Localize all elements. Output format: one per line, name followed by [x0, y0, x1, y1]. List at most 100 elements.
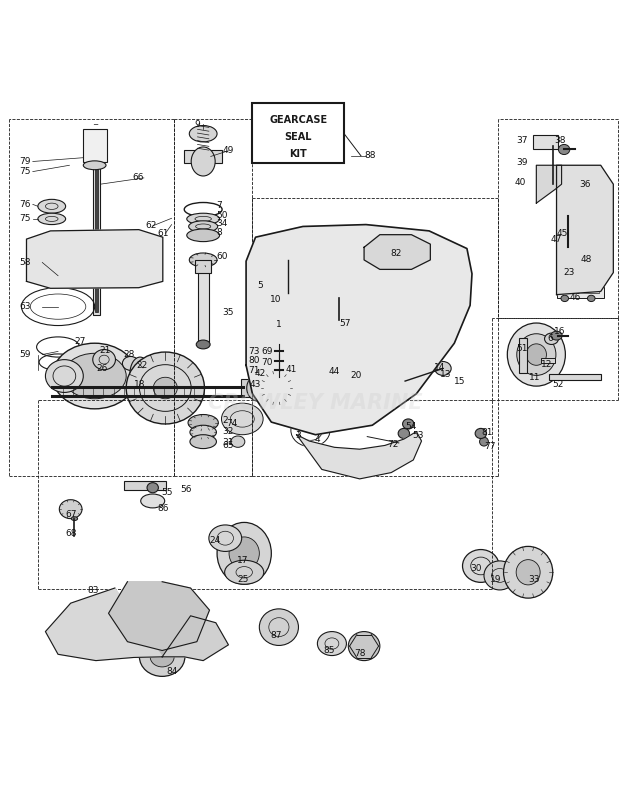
Text: 31: 31	[223, 438, 234, 446]
Ellipse shape	[38, 214, 66, 225]
Text: 62: 62	[145, 222, 156, 230]
Text: 51: 51	[516, 344, 528, 353]
Ellipse shape	[271, 249, 435, 299]
Text: 34: 34	[216, 219, 228, 228]
Bar	[95, 154, 98, 312]
Ellipse shape	[187, 229, 220, 242]
Ellipse shape	[191, 147, 215, 176]
Ellipse shape	[63, 354, 126, 398]
Text: 52: 52	[553, 380, 564, 389]
Ellipse shape	[153, 378, 177, 398]
Ellipse shape	[196, 340, 210, 349]
Ellipse shape	[229, 537, 259, 570]
Ellipse shape	[334, 315, 345, 324]
Text: 12: 12	[541, 360, 553, 369]
Text: 42: 42	[255, 369, 266, 378]
Ellipse shape	[187, 214, 220, 225]
Text: 72: 72	[387, 440, 398, 449]
Text: 5: 5	[257, 281, 263, 290]
Text: 1: 1	[276, 320, 282, 329]
Text: 35: 35	[223, 309, 234, 318]
Text: 85: 85	[323, 646, 334, 655]
Text: 20: 20	[351, 371, 362, 380]
Text: 37: 37	[516, 135, 528, 145]
Text: 67: 67	[65, 510, 76, 519]
Ellipse shape	[217, 522, 271, 584]
Bar	[519, 338, 527, 374]
Text: 38: 38	[554, 135, 565, 145]
Bar	[195, 260, 211, 273]
Ellipse shape	[517, 334, 556, 375]
Text: 18: 18	[134, 380, 146, 389]
Text: 40: 40	[515, 178, 526, 187]
Bar	[241, 379, 253, 397]
Text: 14: 14	[434, 362, 445, 372]
Bar	[252, 103, 344, 163]
Ellipse shape	[38, 199, 66, 214]
Text: 50: 50	[216, 210, 228, 220]
Text: 60: 60	[216, 252, 228, 261]
Text: 61: 61	[158, 229, 169, 238]
Text: 88: 88	[365, 151, 376, 160]
Text: 33: 33	[529, 574, 540, 584]
Ellipse shape	[139, 638, 185, 676]
Ellipse shape	[404, 375, 418, 386]
Ellipse shape	[141, 494, 165, 508]
Text: 3: 3	[295, 431, 301, 441]
Text: 9: 9	[194, 120, 200, 129]
Text: 43: 43	[249, 380, 261, 389]
Bar	[562, 270, 599, 293]
Text: ─: ─	[93, 122, 97, 129]
Text: 71: 71	[249, 366, 260, 375]
Ellipse shape	[507, 323, 565, 386]
Text: 27: 27	[74, 338, 86, 346]
Bar	[83, 130, 107, 162]
Text: 76: 76	[19, 200, 30, 209]
Bar	[184, 150, 222, 162]
Ellipse shape	[189, 253, 217, 267]
Text: CROWLEY MARINE: CROWLEY MARINE	[208, 393, 423, 413]
Ellipse shape	[189, 126, 217, 142]
Bar	[549, 374, 601, 380]
Ellipse shape	[150, 646, 174, 667]
Text: 84: 84	[166, 667, 177, 676]
Text: 24: 24	[209, 535, 221, 545]
Text: 8: 8	[216, 228, 222, 237]
Text: 69: 69	[261, 347, 273, 356]
Text: 36: 36	[579, 180, 591, 189]
Text: 56: 56	[180, 485, 192, 494]
Ellipse shape	[484, 561, 516, 590]
Text: 73: 73	[249, 347, 260, 356]
Ellipse shape	[560, 240, 576, 254]
Bar	[93, 150, 100, 315]
Ellipse shape	[93, 350, 115, 370]
Text: 49: 49	[222, 146, 233, 155]
Text: 53: 53	[412, 431, 423, 441]
Bar	[541, 358, 555, 363]
Text: 55: 55	[162, 488, 173, 498]
Text: 58: 58	[19, 258, 30, 267]
Ellipse shape	[209, 525, 242, 551]
Ellipse shape	[435, 362, 451, 375]
Ellipse shape	[231, 436, 245, 447]
Text: 65: 65	[223, 441, 234, 450]
Text: 48: 48	[581, 255, 592, 265]
Text: 77: 77	[485, 442, 496, 451]
Ellipse shape	[190, 434, 216, 449]
Ellipse shape	[59, 500, 82, 518]
Ellipse shape	[317, 631, 346, 655]
Bar	[557, 264, 604, 298]
Text: 15: 15	[454, 377, 466, 386]
Text: 82: 82	[390, 249, 401, 258]
Ellipse shape	[188, 414, 218, 431]
Text: 68: 68	[65, 530, 76, 538]
Polygon shape	[109, 582, 209, 650]
Ellipse shape	[122, 357, 139, 370]
Text: 57: 57	[339, 318, 351, 327]
Ellipse shape	[261, 371, 292, 405]
Ellipse shape	[480, 438, 488, 446]
Text: 30: 30	[471, 564, 482, 573]
Text: 59: 59	[19, 350, 30, 359]
Text: 86: 86	[158, 504, 169, 513]
Ellipse shape	[348, 631, 380, 661]
